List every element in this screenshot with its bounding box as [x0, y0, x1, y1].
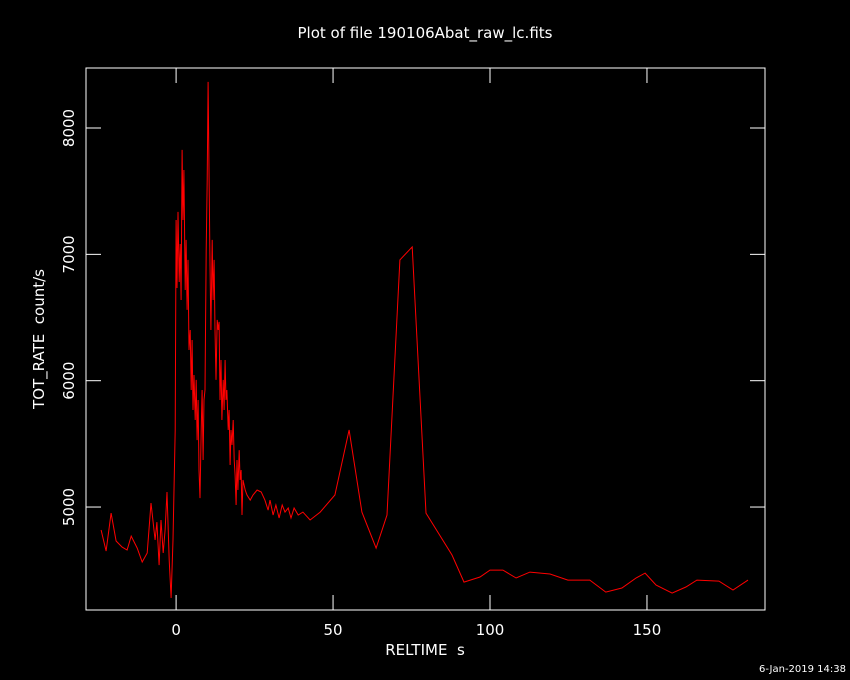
- data-line: [100, 81, 749, 599]
- y-tick-label: 7000: [60, 235, 78, 273]
- x-axis-label: RELTIME s: [385, 641, 465, 659]
- x-tick-label: 50: [324, 621, 343, 639]
- y-tick-label: 8000: [60, 109, 78, 147]
- x-tick-label: 150: [633, 621, 662, 639]
- plot-frame: [85, 67, 766, 611]
- timestamp: 6-Jan-2019 14:38: [759, 664, 846, 675]
- x-tick-label: 0: [171, 621, 181, 639]
- x-tick-label: 100: [476, 621, 505, 639]
- chart-title: Plot of file 190106Abat_raw_lc.fits: [298, 24, 553, 43]
- y-tick-label: 5000: [60, 488, 78, 526]
- y-axis-label: TOT_RATE count/s: [30, 269, 49, 410]
- y-tick-label: 6000: [60, 362, 78, 400]
